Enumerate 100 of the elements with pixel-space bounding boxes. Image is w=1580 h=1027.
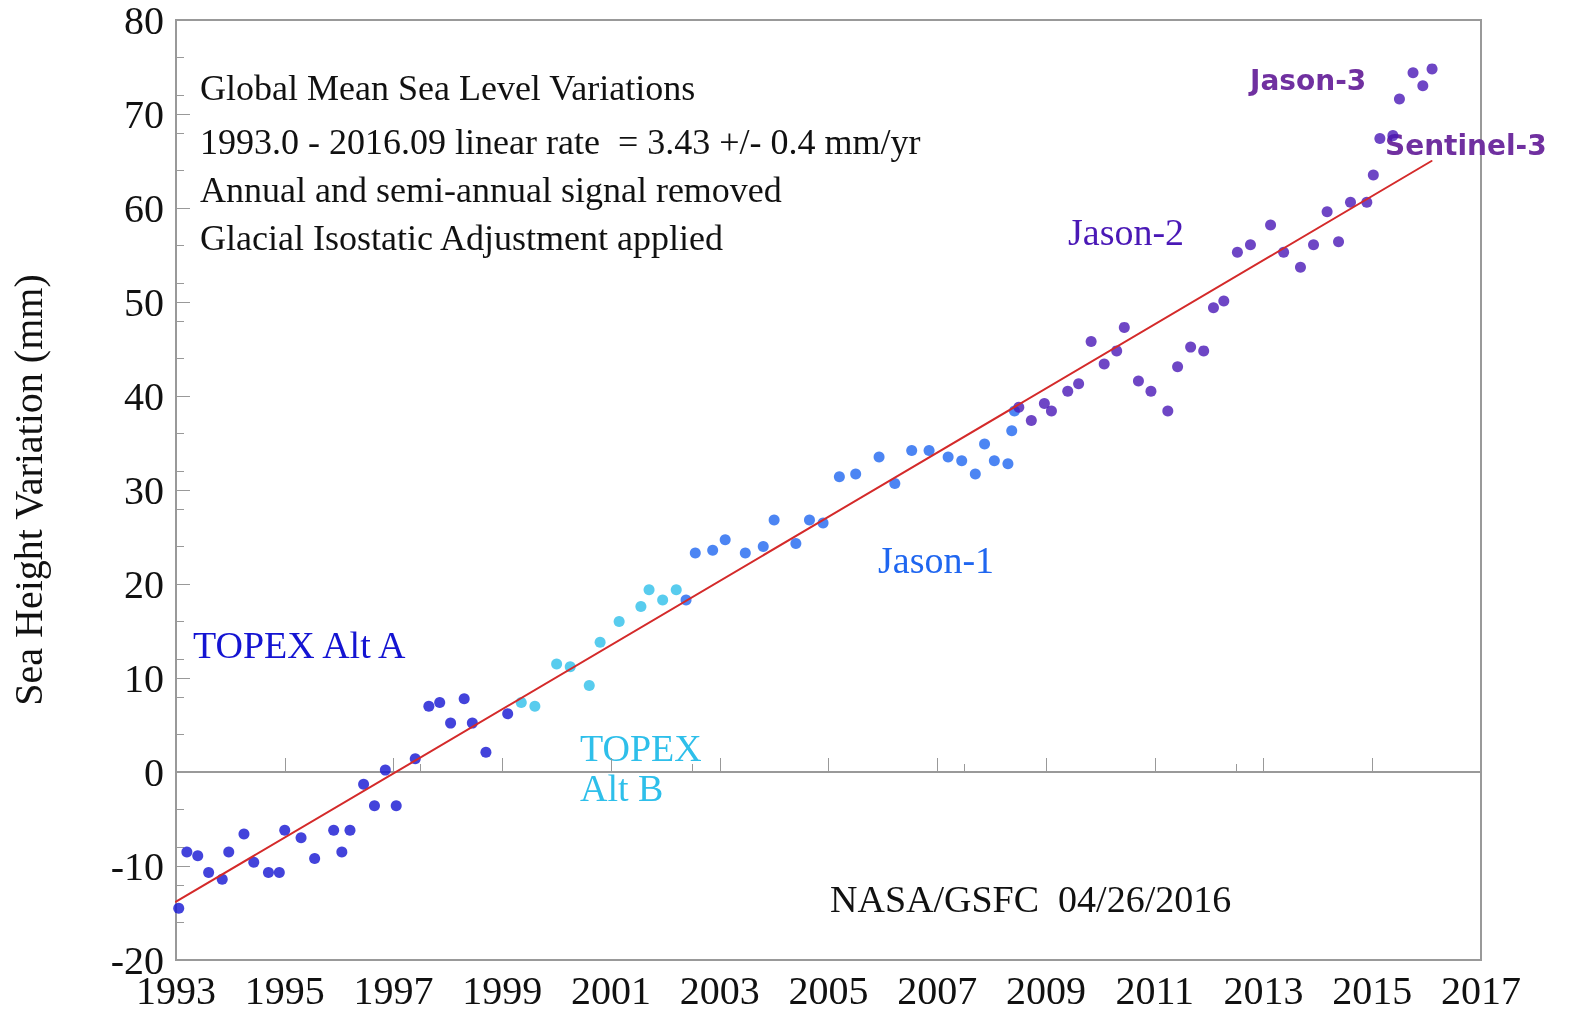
- point: [445, 717, 457, 729]
- point: [873, 451, 885, 463]
- point: [1085, 335, 1097, 347]
- point: [502, 708, 514, 720]
- point: [689, 547, 701, 559]
- point: [1006, 425, 1018, 437]
- point: [1367, 169, 1379, 181]
- y-tick-label: 20: [124, 561, 164, 607]
- point: [279, 824, 291, 836]
- point: [1308, 239, 1320, 251]
- point: [583, 680, 595, 692]
- point: [1073, 378, 1085, 390]
- point: [635, 601, 647, 613]
- point: [480, 746, 492, 758]
- point: [1321, 206, 1333, 218]
- point: [594, 636, 606, 648]
- x-tick-label: 2009: [1006, 967, 1086, 1013]
- y-tick-label: 30: [124, 467, 164, 513]
- point: [344, 824, 356, 836]
- point: [1162, 405, 1174, 417]
- annotation: NASA/GSFC 04/26/2016: [830, 878, 1232, 920]
- point: [181, 846, 193, 858]
- point: [1002, 458, 1014, 470]
- x-tick-label: 1999: [462, 967, 543, 1013]
- point: [657, 594, 669, 606]
- point: [1025, 414, 1037, 426]
- annotation: Sentinel-3: [1385, 128, 1547, 162]
- x-tick-label: 2003: [679, 967, 760, 1013]
- point: [223, 846, 235, 858]
- point: [1185, 341, 1197, 353]
- point: [358, 778, 370, 790]
- series-label: TOPEX Alt A: [193, 624, 407, 666]
- point: [1393, 93, 1405, 105]
- point: [1038, 398, 1050, 410]
- text: 1993.0 - 2016.09 linear rate = 3.43 +/- 0.4 mm/yr Annual and semi-annual signal removed Glacial Isostatic Adjustment applied: [200, 122, 921, 258]
- point: [1231, 246, 1243, 258]
- point: [613, 616, 625, 628]
- y-tick-label: 80: [124, 0, 164, 43]
- point: [248, 856, 260, 868]
- point: [923, 445, 935, 457]
- point: [423, 700, 435, 712]
- series-label: Jason-1: [878, 539, 995, 581]
- y-tick-label: -10: [110, 843, 164, 889]
- point: [988, 455, 1000, 467]
- point: [458, 693, 470, 705]
- point: [1244, 239, 1256, 251]
- x-tick-label: 2001: [571, 967, 651, 1013]
- point: [1145, 385, 1157, 397]
- point: [719, 534, 731, 546]
- point: [434, 696, 446, 708]
- point: [1218, 295, 1230, 307]
- point: [906, 445, 918, 457]
- point: [295, 832, 307, 844]
- point: [803, 514, 815, 526]
- point: [768, 514, 780, 526]
- point: [1333, 236, 1345, 248]
- point: [1345, 196, 1356, 208]
- point: [368, 800, 380, 812]
- point: [1417, 80, 1429, 92]
- point: [203, 867, 215, 879]
- point: [889, 477, 901, 489]
- point: [643, 584, 655, 596]
- y-tick-label: 10: [124, 655, 164, 701]
- y-tick-label: 50: [124, 279, 164, 325]
- point: [1118, 321, 1130, 333]
- point: [1407, 67, 1419, 79]
- annotation: Jason-3: [1248, 63, 1367, 97]
- series-label: Jason-2: [1068, 211, 1185, 253]
- point: [336, 846, 348, 858]
- x-tick-label: 2005: [788, 967, 869, 1013]
- x-tick-label: 2017: [1441, 967, 1521, 1013]
- y-axis-title: Sea Height Variation (mm): [5, 274, 51, 706]
- point: [790, 538, 802, 550]
- point: [1265, 219, 1277, 231]
- y-tick-label: 60: [124, 185, 164, 231]
- point: [1374, 132, 1386, 144]
- point: [1062, 385, 1074, 397]
- point: [979, 438, 991, 450]
- point: [262, 867, 274, 879]
- x-tick-label: 2015: [1332, 967, 1413, 1013]
- point: [956, 455, 968, 467]
- point: [238, 828, 250, 840]
- x-tick-label: 1997: [353, 967, 434, 1013]
- point: [942, 451, 954, 463]
- x-tick-label: 2007: [897, 967, 978, 1013]
- point: [390, 800, 402, 812]
- y-tick-label: 70: [124, 91, 164, 137]
- point: [1045, 405, 1057, 417]
- y-tick-label: 0: [144, 749, 164, 795]
- point: [1294, 261, 1306, 273]
- point: [328, 824, 340, 836]
- point: [173, 902, 185, 914]
- text: Global Mean Sea Level Variations: [200, 68, 696, 108]
- point: [850, 468, 862, 480]
- y-tick-label: 40: [124, 373, 164, 419]
- x-tick-label: 1995: [244, 967, 325, 1013]
- point: [1426, 63, 1438, 75]
- point: [1207, 302, 1219, 314]
- point: [309, 852, 321, 864]
- point: [379, 764, 391, 776]
